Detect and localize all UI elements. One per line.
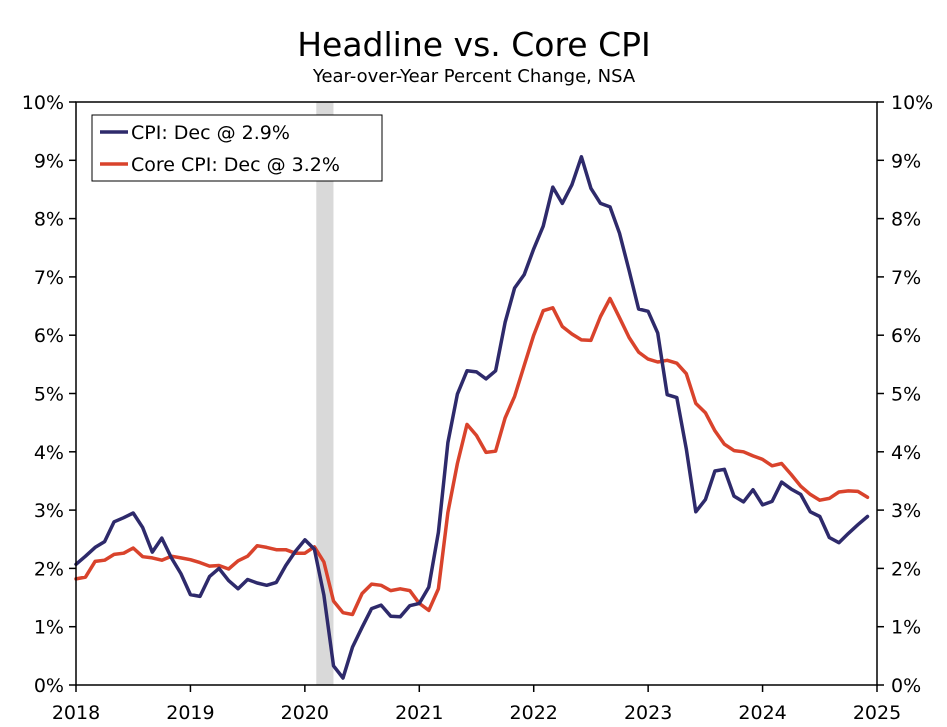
series-layer: [74, 155, 870, 680]
y-tick-label-left: 1%: [34, 617, 64, 639]
y-tick-label-right: 7%: [891, 267, 921, 289]
x-tick-label: 2024: [738, 702, 786, 724]
y-tick-label-right: 3%: [891, 500, 921, 522]
series-line-core-cpi: [74, 296, 870, 617]
y-tick-label-right: 2%: [891, 558, 921, 580]
y-tick-label-left: 8%: [34, 209, 64, 231]
x-tick-label: 2018: [52, 702, 100, 724]
y-tick-label-left: 7%: [34, 267, 64, 289]
legend-label-cpi: CPI: Dec @ 2.9%: [131, 122, 290, 144]
legend-box: [91, 114, 383, 182]
x-tick-label: 2021: [395, 702, 443, 724]
x-tick-label: 2023: [624, 702, 672, 724]
x-tick-label: 2020: [281, 702, 329, 724]
legend-label-core-cpi: Core CPI: Dec @ 3.2%: [131, 154, 340, 176]
x-tick-label: 2022: [510, 702, 558, 724]
y-tick-label-right: 1%: [891, 617, 921, 639]
recession-shading: [316, 102, 334, 685]
y-tick-label-right: 5%: [891, 384, 921, 406]
y-tick-label-right: 4%: [891, 442, 921, 464]
series-line-cpi: [74, 155, 870, 680]
y-tick-label-left: 2%: [34, 558, 64, 580]
chart-title: Headline vs. Core CPI: [297, 25, 651, 64]
y-tick-label-left: 9%: [34, 150, 64, 172]
y-tick-label-left: 3%: [34, 500, 64, 522]
y-tick-label-left: 10%: [22, 92, 64, 114]
axis-ticks: 0% 0% 1% 1% 2% 2% 3% 3% 4% 4% 5% 5% 6% 6% 7% 7% 8% 8% 9% 9%…: [22, 92, 933, 724]
y-tick-label-left: 6%: [34, 325, 64, 347]
y-tick-label-right: 10%: [891, 92, 933, 114]
x-tick-label: 2025: [853, 702, 901, 724]
x-tick-label: 2019: [166, 702, 214, 724]
y-tick-label-left: 4%: [34, 442, 64, 464]
y-tick-label-right: 6%: [891, 325, 921, 347]
legend: CPI: Dec @ 2.9% Core CPI: Dec @ 3.2%: [91, 114, 383, 182]
y-tick-label-right: 9%: [891, 150, 921, 172]
plot-frame: [75, 101, 878, 686]
y-tick-label-right: 8%: [891, 209, 921, 231]
y-tick-label-right: 0%: [891, 675, 921, 697]
chart-subtitle: Year-over-Year Percent Change, NSA: [312, 66, 636, 87]
y-tick-label-left: 0%: [34, 675, 64, 697]
y-tick-label-left: 5%: [34, 384, 64, 406]
